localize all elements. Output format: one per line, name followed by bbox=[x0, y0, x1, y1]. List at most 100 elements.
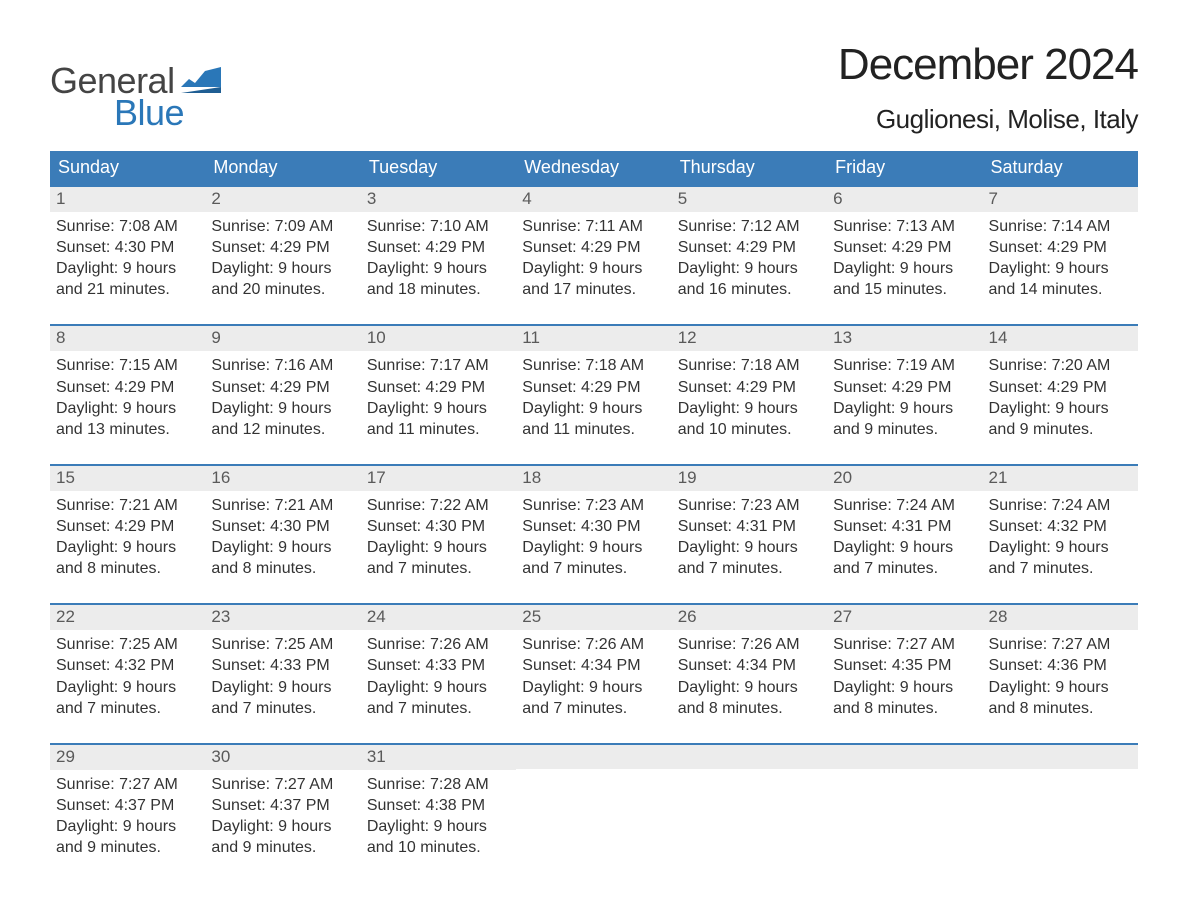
day-number-strip: 26 bbox=[672, 605, 827, 630]
day-content: Sunrise: 7:15 AMSunset: 4:29 PMDaylight:… bbox=[50, 351, 205, 443]
day-number: 1 bbox=[56, 189, 65, 208]
day-number-strip: 22 bbox=[50, 605, 205, 630]
sunset-text: Sunset: 4:29 PM bbox=[989, 237, 1132, 258]
calendar-day: 22 Sunrise: 7:25 AMSunset: 4:32 PMDayligh… bbox=[50, 605, 205, 722]
day-content: Sunrise: 7:28 AMSunset: 4:38 PMDaylight:… bbox=[361, 770, 516, 862]
sunrise-text: Sunrise: 7:16 AM bbox=[211, 355, 354, 376]
weekday-header: Friday bbox=[827, 151, 982, 185]
day-number-strip: 30 bbox=[205, 745, 360, 770]
sunset-text: Sunset: 4:29 PM bbox=[522, 377, 665, 398]
daylight-text: Daylight: 9 hours bbox=[678, 537, 821, 558]
calendar-day: 8Sunrise: 7:15 AMSunset: 4:29 PMDaylight… bbox=[50, 326, 205, 443]
daylight-text: and 8 minutes. bbox=[678, 698, 821, 719]
daylight-text: and 7 minutes. bbox=[989, 558, 1132, 579]
sunrise-text: Sunrise: 7:20 AM bbox=[989, 355, 1132, 376]
sunset-text: Sunset: 4:38 PM bbox=[367, 795, 510, 816]
sunrise-text: Sunrise: 7:09 AM bbox=[211, 216, 354, 237]
day-content: Sunrise: 7:21 AMSunset: 4:30 PMDaylight:… bbox=[205, 491, 360, 583]
sunset-text: Sunset: 4:31 PM bbox=[678, 516, 821, 537]
sunset-text: Sunset: 4:33 PM bbox=[367, 655, 510, 676]
day-number: 17 bbox=[367, 468, 386, 487]
day-number-strip: 15 bbox=[50, 466, 205, 491]
day-number: 29 bbox=[56, 747, 75, 766]
day-content: Sunrise: 7:24 AMSunset: 4:32 PMDaylight:… bbox=[983, 491, 1138, 583]
daylight-text: Daylight: 9 hours bbox=[211, 816, 354, 837]
daylight-text: Daylight: 9 hours bbox=[367, 398, 510, 419]
daylight-text: Daylight: 9 hours bbox=[522, 677, 665, 698]
day-content: Sunrise: 7:24 AMSunset: 4:31 PMDaylight:… bbox=[827, 491, 982, 583]
calendar-day: 19 Sunrise: 7:23 AMSunset: 4:31 PMDayligh… bbox=[672, 466, 827, 583]
day-number: 19 bbox=[678, 468, 697, 487]
daylight-text: and 8 minutes. bbox=[833, 698, 976, 719]
sunset-text: Sunset: 4:34 PM bbox=[522, 655, 665, 676]
daylight-text: and 7 minutes. bbox=[367, 698, 510, 719]
sunrise-text: Sunrise: 7:19 AM bbox=[833, 355, 976, 376]
calendar-day: 2Sunrise: 7:09 AMSunset: 4:29 PMDaylight… bbox=[205, 187, 360, 304]
calendar-day: 18Sunrise: 7:23 AMSunset: 4:30 PMDayligh… bbox=[516, 466, 671, 583]
daylight-text: Daylight: 9 hours bbox=[211, 258, 354, 279]
sunrise-text: Sunrise: 7:25 AM bbox=[211, 634, 354, 655]
weekday-header: Sunday bbox=[50, 151, 205, 185]
daylight-text: and 7 minutes. bbox=[367, 558, 510, 579]
calendar-day: 10Sunrise: 7:17 AMSunset: 4:29 PMDayligh… bbox=[361, 326, 516, 443]
daylight-text: Daylight: 9 hours bbox=[833, 258, 976, 279]
day-content: Sunrise: 7:17 AMSunset: 4:29 PMDaylight:… bbox=[361, 351, 516, 443]
daylight-text: and 9 minutes. bbox=[833, 419, 976, 440]
sunset-text: Sunset: 4:34 PM bbox=[678, 655, 821, 676]
sunrise-text: Sunrise: 7:27 AM bbox=[56, 774, 199, 795]
calendar-day: 9Sunrise: 7:16 AMSunset: 4:29 PMDaylight… bbox=[205, 326, 360, 443]
day-content: Sunrise: 7:26 AMSunset: 4:33 PMDaylight:… bbox=[361, 630, 516, 722]
day-number: 21 bbox=[989, 468, 1008, 487]
day-content: Sunrise: 7:14 AMSunset: 4:29 PMDaylight:… bbox=[983, 212, 1138, 304]
day-number-strip: 19 bbox=[672, 466, 827, 491]
sunrise-text: Sunrise: 7:10 AM bbox=[367, 216, 510, 237]
daylight-text: and 14 minutes. bbox=[989, 279, 1132, 300]
sunset-text: Sunset: 4:29 PM bbox=[989, 377, 1132, 398]
calendar-week: 22 Sunrise: 7:25 AMSunset: 4:32 PMDayligh… bbox=[50, 603, 1138, 722]
sunset-text: Sunset: 4:30 PM bbox=[522, 516, 665, 537]
calendar: SundayMondayTuesdayWednesdayThursdayFrid… bbox=[50, 151, 1138, 862]
day-number-strip: 17 bbox=[361, 466, 516, 491]
calendar-day: 14Sunrise: 7:20 AMSunset: 4:29 PMDayligh… bbox=[983, 326, 1138, 443]
calendar-day bbox=[983, 745, 1138, 862]
day-number-strip: 1 bbox=[50, 187, 205, 212]
daylight-text: Daylight: 9 hours bbox=[211, 677, 354, 698]
daylight-text: and 7 minutes. bbox=[833, 558, 976, 579]
day-number-strip: 3 bbox=[361, 187, 516, 212]
day-number-strip: 8 bbox=[50, 326, 205, 351]
day-content: Sunrise: 7:10 AMSunset: 4:29 PMDaylight:… bbox=[361, 212, 516, 304]
daylight-text: Daylight: 9 hours bbox=[56, 537, 199, 558]
calendar-day: 1Sunrise: 7:08 AMSunset: 4:30 PMDaylight… bbox=[50, 187, 205, 304]
sunrise-text: Sunrise: 7:26 AM bbox=[367, 634, 510, 655]
page-title: December 2024 bbox=[838, 40, 1138, 90]
day-number-strip: 29 bbox=[50, 745, 205, 770]
daylight-text: Daylight: 9 hours bbox=[989, 258, 1132, 279]
weekday-header: Tuesday bbox=[361, 151, 516, 185]
sunrise-text: Sunrise: 7:12 AM bbox=[678, 216, 821, 237]
sunset-text: Sunset: 4:29 PM bbox=[522, 237, 665, 258]
sunrise-text: Sunrise: 7:23 AM bbox=[678, 495, 821, 516]
daylight-text: Daylight: 9 hours bbox=[833, 677, 976, 698]
day-content: Sunrise: 7:25 AMSunset: 4:32 PMDaylight:… bbox=[50, 630, 205, 722]
calendar-day: 23Sunrise: 7:25 AMSunset: 4:33 PMDayligh… bbox=[205, 605, 360, 722]
day-number: 31 bbox=[367, 747, 386, 766]
sunrise-text: Sunrise: 7:21 AM bbox=[211, 495, 354, 516]
day-number-strip: 9 bbox=[205, 326, 360, 351]
daylight-text: and 11 minutes. bbox=[522, 419, 665, 440]
sunrise-text: Sunrise: 7:25 AM bbox=[56, 634, 199, 655]
daylight-text: and 9 minutes. bbox=[989, 419, 1132, 440]
calendar-day: 15Sunrise: 7:21 AMSunset: 4:29 PMDayligh… bbox=[50, 466, 205, 583]
day-number-strip: 28 bbox=[983, 605, 1138, 630]
day-number-strip: 27 bbox=[827, 605, 982, 630]
sunset-text: Sunset: 4:29 PM bbox=[211, 237, 354, 258]
calendar-day: 4Sunrise: 7:11 AMSunset: 4:29 PMDaylight… bbox=[516, 187, 671, 304]
day-content: Sunrise: 7:27 AMSunset: 4:35 PMDaylight:… bbox=[827, 630, 982, 722]
daylight-text: and 17 minutes. bbox=[522, 279, 665, 300]
day-number: 22 bbox=[56, 607, 75, 626]
day-number-strip: 31 bbox=[361, 745, 516, 770]
day-number-strip: 7 bbox=[983, 187, 1138, 212]
day-number-strip: 24 bbox=[361, 605, 516, 630]
daylight-text: and 13 minutes. bbox=[56, 419, 199, 440]
calendar-week: 29Sunrise: 7:27 AMSunset: 4:37 PMDayligh… bbox=[50, 743, 1138, 862]
sunrise-text: Sunrise: 7:27 AM bbox=[833, 634, 976, 655]
